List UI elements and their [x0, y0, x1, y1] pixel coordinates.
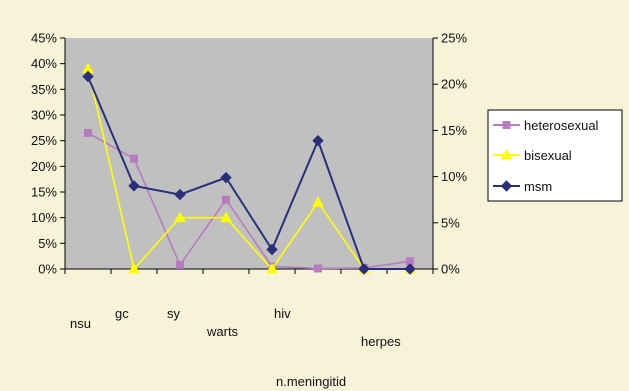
right-axis-tick-label: 25%: [441, 31, 467, 46]
left-axis-tick-label: 30%: [31, 108, 57, 123]
data-point-msm: [312, 134, 324, 147]
data-point-heterosexual: [176, 260, 184, 269]
legend-label-msm: msm: [524, 179, 552, 194]
data-point-bisexual: [174, 211, 186, 223]
data-point-heterosexual: [84, 128, 92, 137]
legend-label-heterosexual: heterosexual: [524, 118, 599, 133]
legend-marker-bisexual: [500, 148, 513, 160]
data-point-heterosexual: [222, 195, 230, 204]
left-axis-tick-label: 45%: [31, 31, 57, 46]
series-line-heterosexual: [87, 132, 411, 270]
category-label: n.meningitid: [276, 374, 346, 389]
right-axis-tick-label: 15%: [441, 123, 467, 138]
series-line-bisexual: [87, 68, 410, 271]
left-axis-tick-label: 15%: [31, 185, 57, 200]
data-point-msm: [404, 263, 416, 275]
category-label: sy: [167, 306, 181, 321]
data-point-bisexual: [266, 262, 278, 274]
data-point-bisexual: [128, 262, 140, 274]
left-axis-tick-label: 10%: [31, 210, 57, 225]
right-axis-tick-label: 0%: [441, 262, 460, 277]
left-axis-tick-label: 5%: [38, 236, 57, 251]
category-label: nsu: [70, 316, 91, 331]
right-axis-tick-label: 10%: [441, 169, 467, 184]
data-point-bisexual: [312, 196, 324, 207]
data-point-msm: [128, 180, 140, 192]
left-axis-tick-label: 0%: [38, 262, 57, 277]
category-label: gc: [115, 306, 129, 321]
series-line-msm: [87, 76, 410, 270]
data-point-msm: [358, 263, 370, 275]
category-label: herpes: [361, 334, 401, 349]
category-label: warts: [206, 324, 239, 339]
data-point-msm: [174, 188, 186, 201]
legend-marker-heterosexual: [502, 121, 511, 129]
right-axis-tick-label: 5%: [441, 215, 460, 230]
left-axis-tick-label: 35%: [31, 82, 57, 97]
data-point-heterosexual: [314, 264, 322, 273]
legend-marker-msm: [500, 180, 513, 192]
left-axis-tick-label: 25%: [31, 133, 57, 148]
data-point-msm: [82, 70, 94, 83]
data-point-heterosexual: [130, 154, 138, 163]
category-label: hiv: [274, 306, 291, 321]
data-point-bisexual: [220, 211, 232, 223]
left-axis-tick-label: 20%: [31, 159, 57, 174]
right-axis-tick-label: 20%: [441, 77, 467, 92]
data-point-msm: [220, 171, 232, 184]
legend-label-bisexual: bisexual: [524, 148, 572, 163]
data-point-msm: [266, 243, 278, 256]
left-axis-tick-label: 40%: [31, 56, 57, 71]
